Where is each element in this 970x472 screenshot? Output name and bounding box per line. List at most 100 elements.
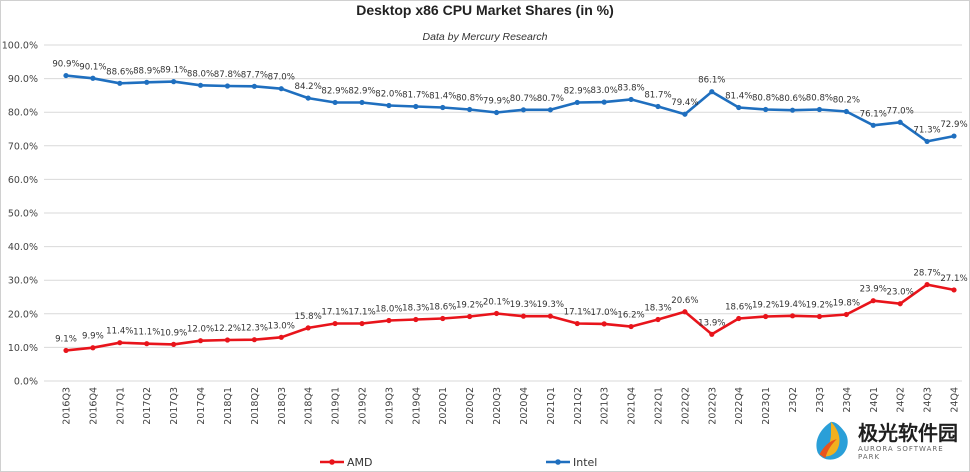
intel-data-label: 80.8% [806,94,833,104]
amd-data-label: 18.6% [725,303,752,313]
amd-point [413,316,419,323]
amd-point [816,313,823,320]
intel-point [897,119,903,125]
intel-point [117,80,123,86]
amd-data-label: 23.0% [887,288,914,298]
intel-line [65,74,955,143]
amd-point [870,298,876,304]
chart-title: Desktop x86 CPU Market Shares (in %) [356,2,614,18]
intel-point [305,95,311,101]
intel-point [951,133,957,139]
watermark-subtitle: AURORA SOFTWARE PARK [858,445,944,461]
intel-point [467,106,473,113]
x-tick-label: 2022Q3 [707,387,718,425]
x-tick-label: 2020Q4 [519,387,530,425]
intel-data-label: 82.0% [375,89,402,99]
intel-point [332,99,338,106]
y-tick-label: 30.0% [8,276,38,287]
intel-data-label: 82.9% [321,86,348,96]
x-tick-label: 24Q4 [950,387,961,413]
x-tick-label: 2021Q1 [546,387,557,425]
y-tick-label: 10.0% [8,343,38,354]
amd-data-label: 17.1% [348,308,375,318]
amd-data-label: 19.2% [806,300,833,310]
intel-data-label: 87.8% [214,70,241,80]
amd-point [951,287,957,293]
x-tick-label: 2018Q1 [223,387,234,425]
amd-point [117,340,123,346]
amd-data-label: 13.0% [268,321,295,331]
amd-point [493,310,500,317]
y-tick-label: 20.0% [8,309,38,320]
amd-data-label: 20.1% [483,297,510,307]
amd-data-label: 19.3% [537,300,564,310]
amd-point [924,281,930,288]
intel-point [386,102,392,109]
y-tick-label: 90.0% [8,74,38,85]
x-tick-label: 2020Q2 [465,387,476,425]
x-tick-label: 24Q2 [896,387,907,413]
x-tick-label: 2017Q4 [196,387,207,425]
amd-data-label: 12.2% [214,324,241,334]
intel-data-label: 71.3% [913,125,940,135]
amd-point [171,341,177,347]
amd-data-label: 18.6% [429,303,456,313]
legend: AMD Intel [320,456,597,469]
amd-point [709,331,715,337]
amd-legend-label: AMD [347,456,373,469]
intel-point [493,109,500,116]
data-labels: 9.1% 9.9%11.4% 11.1% 10.9% 12.0% 12.2% 12.3% 13… [52,60,967,345]
intel-data-label: 84.2% [295,82,322,92]
intel-data-label: 86.1% [698,76,725,86]
x-tick-label: 23Q3 [815,387,826,413]
amd-point [789,313,796,319]
intel-point [843,108,849,115]
intel-point [736,104,742,111]
intel-point [251,83,257,89]
series-lines [63,72,957,354]
amd-point [224,337,231,343]
aurora-logo-icon [816,421,848,460]
x-tick-label: 2019Q4 [411,387,422,425]
x-tick-label: 2020Q3 [492,387,503,425]
amd-data-label: 19.2% [752,300,779,310]
amd-point [897,301,903,307]
amd-point [63,347,69,354]
intel-data-label: 82.9% [564,86,591,96]
intel-data-label: 83.0% [591,86,618,96]
amd-data-label: 15.8% [295,312,322,322]
amd-point [736,315,742,322]
amd-point [90,345,96,351]
x-tick-label: 2017Q2 [142,387,153,425]
x-tick-label: 2020Q1 [438,387,449,425]
y-tick-label: 40.0% [8,242,38,253]
amd-point [655,316,661,323]
x-tick-label: 23Q4 [842,387,853,413]
amd-point [574,320,580,327]
amd-data-label: 10.9% [160,328,187,338]
intel-point [924,138,930,145]
intel-point [628,96,634,103]
intel-data-label: 80.8% [752,94,779,104]
amd-data-label: 17.0% [591,308,618,318]
amd-data-label: 17.1% [564,308,591,318]
amd-data-label: 18.3% [644,304,671,314]
intel-point [171,79,177,85]
y-tick-label: 80.0% [8,108,38,119]
intel-data-label: 79.9% [483,97,510,107]
intel-data-label: 81.7% [402,90,429,100]
x-tick-label: 2017Q3 [169,387,180,425]
intel-point [655,103,661,110]
amd-point [843,311,849,318]
y-axis: 0.0% 10.0% 20.0% 30.0% 40.0% 50.0% 60.0% 70.0% 8… [2,41,38,388]
intel-point [224,83,231,89]
amd-data-label: 18.3% [402,304,429,314]
amd-point [467,313,473,320]
amd-point [440,315,446,322]
x-axis: 2016Q3 2016Q4 2017Q1 2017Q2 2017Q3 2017Q4 2018… [62,387,961,425]
watermark-logo: 极光软件园 AURORA SOFTWARE PARK [804,414,964,468]
amd-legend-marker [329,459,335,465]
intel-point [359,99,365,106]
amd-data-label: 27.1% [940,274,967,284]
x-tick-label: 2022Q2 [680,387,691,425]
